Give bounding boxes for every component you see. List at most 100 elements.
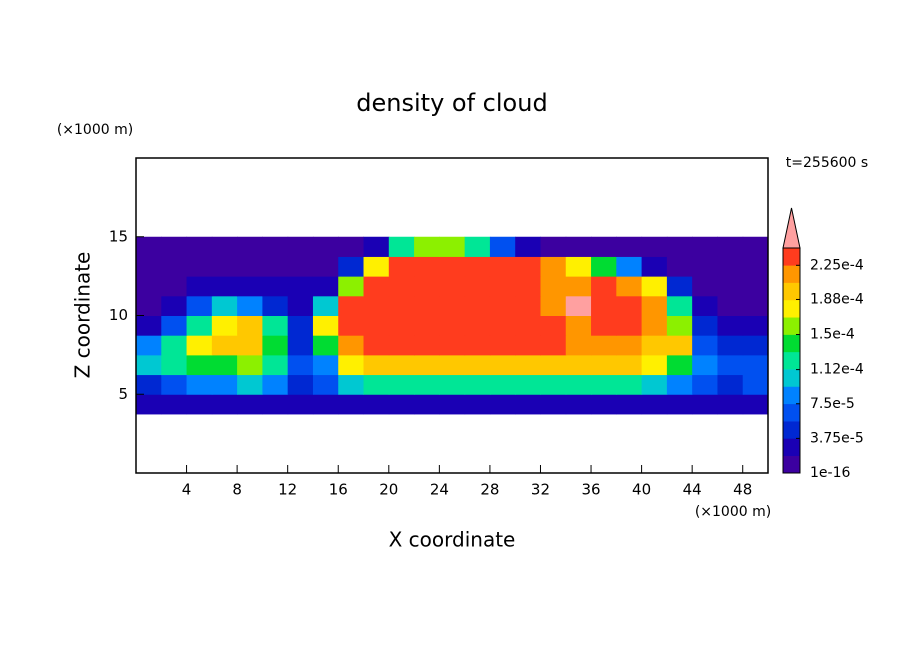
- contour-cell: [414, 394, 440, 415]
- contour-cell: [464, 394, 491, 415]
- contour-cell: [136, 374, 162, 395]
- contour-cell: [641, 315, 668, 336]
- contour-cell: [641, 335, 668, 356]
- contour-cell: [161, 394, 188, 415]
- annotation: t=255600 s: [786, 155, 868, 171]
- contour-cell: [262, 335, 289, 356]
- contour-cell: [616, 276, 643, 297]
- contour-cell: [616, 354, 643, 376]
- colorbar-band: [783, 282, 800, 301]
- contour-cell: [287, 295, 314, 316]
- contour-cell: [312, 374, 339, 395]
- contour-cell: [641, 374, 668, 395]
- contour-cell: [388, 276, 415, 297]
- contour-cell: [237, 354, 263, 376]
- contour-cell: [439, 276, 466, 297]
- contour-cell: [591, 354, 617, 376]
- contour-cell: [717, 276, 744, 297]
- contour-cell: [287, 315, 314, 336]
- colorbar-band: [783, 265, 800, 283]
- contour-cell: [388, 354, 415, 376]
- colorbar-tick-label: 1.5e-4: [810, 327, 855, 343]
- x-tick-label: 32: [531, 481, 550, 499]
- contour-cell: [186, 276, 213, 297]
- contour-cell: [717, 256, 744, 277]
- contour-cell: [742, 236, 769, 257]
- contour-cell: [186, 295, 213, 316]
- contour-cell: [591, 276, 617, 297]
- contour-cell: [211, 315, 238, 336]
- contour-cell: [666, 236, 693, 257]
- contour-cell: [211, 354, 238, 376]
- contour-cell: [363, 315, 390, 336]
- contour-cell: [742, 256, 769, 277]
- contour-cell: [388, 374, 415, 395]
- contour-cell: [338, 315, 365, 336]
- contour-cell: [211, 236, 238, 257]
- contour-cell: [414, 236, 440, 257]
- contour-cell: [161, 354, 188, 376]
- contour-cell: [363, 236, 390, 257]
- contour-cell: [338, 236, 365, 257]
- contour-cell: [692, 236, 718, 257]
- colorbar-band: [783, 334, 800, 353]
- contour-cell: [439, 236, 466, 257]
- contour-cell: [717, 236, 744, 257]
- contour-cell: [287, 276, 314, 297]
- contour-cell: [161, 315, 188, 336]
- contour-cell: [388, 335, 415, 356]
- contour-cell: [591, 394, 617, 415]
- contour-cell: [414, 335, 440, 356]
- contour-cell: [565, 276, 592, 297]
- contour-cell: [489, 394, 516, 415]
- contour-cell: [540, 236, 567, 257]
- contour-cell: [237, 276, 263, 297]
- contour-cell: [742, 315, 769, 336]
- contour-cell: [211, 394, 238, 415]
- contour-cell: [161, 256, 188, 277]
- contour-cell: [489, 354, 516, 376]
- colorbar-band: [783, 317, 800, 335]
- contour-cell: [338, 335, 365, 356]
- contour-cell: [742, 394, 769, 415]
- contour-cell: [439, 374, 466, 395]
- contour-cell: [515, 315, 541, 336]
- contour-cell: [363, 256, 390, 277]
- contour-cell: [540, 374, 567, 395]
- contour-cell: [439, 295, 466, 316]
- x-tick-label: 44: [683, 481, 702, 499]
- contour-cell: [692, 335, 718, 356]
- contour-cell: [338, 354, 365, 376]
- contour-cell: [666, 335, 693, 356]
- contour-cell: [464, 276, 491, 297]
- colorbar-band: [783, 403, 800, 422]
- colorbar-extend: [782, 207, 801, 249]
- contour-cell: [565, 394, 592, 415]
- contour-cell: [692, 295, 718, 316]
- contour-cell: [742, 374, 769, 395]
- chart-title: density of cloud: [356, 89, 547, 117]
- contour-cell: [565, 236, 592, 257]
- contour-cell: [464, 295, 491, 316]
- contour-cell: [388, 394, 415, 415]
- contour-cell: [666, 295, 693, 316]
- contour-cell: [464, 315, 491, 336]
- contour-cell: [136, 335, 162, 356]
- contour-cell: [717, 354, 744, 376]
- contour-cell: [237, 236, 263, 257]
- contour-cell: [287, 394, 314, 415]
- contour-cell: [262, 354, 289, 376]
- contour-cell: [692, 354, 718, 376]
- contour-cell: [742, 276, 769, 297]
- contour-cell: [515, 374, 541, 395]
- colorbar-tick-label: 2.25e-4: [810, 257, 864, 273]
- contour-cell: [363, 374, 390, 395]
- contour-cell: [540, 315, 567, 336]
- contour-cell: [742, 295, 769, 316]
- contour-cell: [439, 335, 466, 356]
- contour-cell: [211, 335, 238, 356]
- contour-cell: [136, 354, 162, 376]
- contour-cell: [186, 374, 213, 395]
- contour-cell: [540, 256, 567, 277]
